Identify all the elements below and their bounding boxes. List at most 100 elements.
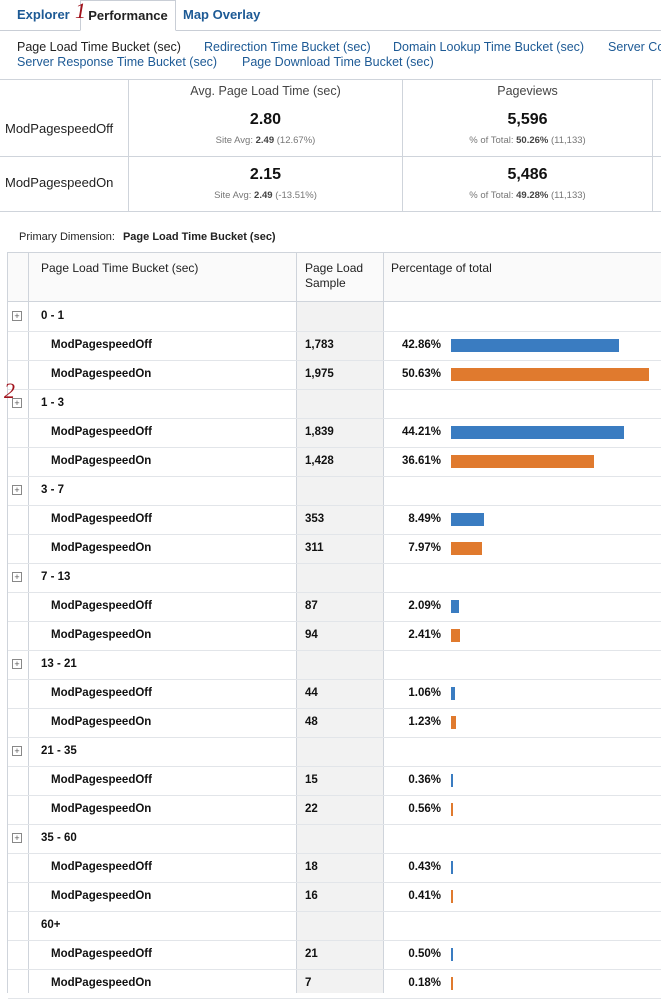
table-row[interactable]: ModPagespeedOn 1,428 36.61% [8,447,661,477]
segment-name: ModPagespeedOff [51,687,152,699]
table-row[interactable]: ModPagespeedOff 15 0.36% [8,766,661,796]
percentage-bar [451,948,453,961]
percentage-value: 2.09% [408,600,441,612]
table-row[interactable]: ModPagespeedOn 48 1.23% [8,708,661,738]
avg-page-load-time-value: 2.80 [249,111,282,128]
expand-plus-icon[interactable]: + [12,311,22,321]
table-row[interactable]: ModPagespeedOn 7 0.18% [8,969,661,999]
metric-link-domain-lookup-time-bucket[interactable]: Domain Lookup Time Bucket (sec) [393,40,585,54]
tab-map-overlay[interactable]: Map Overlay [183,7,261,22]
percentage-bar [451,368,649,381]
page-load-sample-value: 18 [305,861,318,873]
percentage-bar [451,600,459,613]
percentage-bar [451,890,453,903]
percentage-bar [451,716,456,729]
pageviews-header: Pageviews [497,84,558,98]
site-avg-comparison: Site Avg: 2.49 (12.67%) [215,135,316,146]
bucket-label: 21 - 35 [41,745,77,757]
percentage-bar [451,774,453,787]
percentage-bar [451,803,453,816]
table-row[interactable]: ModPagespeedOn 16 0.41% [8,882,661,912]
segment-name: ModPagespeedOff [51,861,152,873]
bucket-label: 0 - 1 [41,310,65,322]
bucket-label: 1 - 3 [41,397,65,409]
segment-name: ModPagespeedOn [51,890,152,902]
page-load-sample-value: 87 [305,600,318,612]
page-load-sample-value: 311 [305,542,324,554]
table-row[interactable]: ModPagespeedOff 21 0.50% [8,940,661,970]
sorted-column-shading [296,253,383,993]
bucket-group-row: +1 - 3 [8,389,661,419]
tab-performance[interactable]: Performance [80,0,176,31]
bucket-label: 13 - 21 [41,658,77,670]
segment-name: ModPagespeedOn [51,455,152,467]
segment-name: ModPagespeedOff [51,426,152,438]
page-load-sample-value: 1,839 [305,426,334,438]
percentage-value: 7.97% [408,542,441,554]
primary-dimension-value[interactable]: Page Load Time Bucket (sec) [122,231,276,243]
site-avg-comparison: Site Avg: 2.49 (-13.51%) [214,190,317,201]
table-row[interactable]: ModPagespeedOff 1,783 42.86% [8,331,661,361]
expand-plus-icon[interactable]: + [12,833,22,843]
page-load-sample-value: 1,975 [305,368,334,380]
expand-plus-icon[interactable]: + [12,746,22,756]
table-row[interactable]: ModPagespeedOn 311 7.97% [8,534,661,564]
metric-link-server-connection-time-bucket[interactable]: Server Co [608,40,661,54]
scorecard-row-off: ModPagespeedOff Avg. Page Load Time (sec… [0,80,661,146]
page-load-sample-value: 1,783 [305,339,334,351]
primary-dimension-label: Primary Dimension: [19,231,115,243]
expand-plus-icon[interactable]: + [12,398,22,408]
expand-plus-icon[interactable]: + [12,572,22,582]
percentage-bar [451,861,453,874]
segment-name: ModPagespeedOff [51,948,152,960]
table-row[interactable]: ModPagespeedOff 44 1.06% [8,679,661,709]
percentage-value: 1.06% [408,687,441,699]
percentage-value: 0.36% [408,774,441,786]
page-load-sample-value: 22 [305,803,318,815]
metric-link-page-download-time-bucket[interactable]: Page Download Time Bucket (sec) [242,55,434,69]
metric-link-redirection-time-bucket[interactable]: Redirection Time Bucket (sec) [204,40,371,54]
bucket-group-row: +3 - 7 [8,476,661,506]
scorecard-row-on: ModPagespeedOn 2.15 Site Avg: 2.49 (-13.… [0,156,661,212]
percentage-value: 2.41% [408,629,441,641]
bucket-group-row: +7 - 13 [8,563,661,593]
segment-name: ModPagespeedOn [51,716,152,728]
percentage-value: 50.63% [401,368,441,380]
page-load-sample-value: 1,428 [305,455,334,467]
bucket-group-row: +0 - 1 [8,302,661,332]
annotation-marker-1: 1 [75,0,86,23]
table-row[interactable]: ModPagespeedOff 1,839 44.21% [8,418,661,448]
column-header-sample[interactable]: Page Load Sample [305,261,364,290]
metric-link-server-response-time-bucket[interactable]: Server Response Time Bucket (sec) [17,55,218,69]
annotation-marker-2: 2 [4,378,15,403]
column-header-percentage[interactable]: Percentage of total [391,261,492,275]
table-row[interactable]: ModPagespeedOff 18 0.43% [8,853,661,883]
bucket-group-row: +21 - 35 [8,737,661,767]
table-row[interactable]: ModPagespeedOff 353 8.49% [8,505,661,535]
percentage-bar [451,977,453,990]
percentage-value: 36.61% [401,455,441,467]
metric-link-page-load-time-bucket[interactable]: Page Load Time Bucket (sec) [17,40,181,54]
table-row[interactable]: ModPagespeedOn 22 0.56% [8,795,661,825]
percentage-bar [451,339,619,352]
expand-plus-icon[interactable]: + [12,485,22,495]
segment-name: ModPagespeedOn [51,803,152,815]
percentage-bar [451,455,594,468]
data-table: Page Load Time Bucket (sec) Page Load Sam… [7,252,661,999]
segment-name: ModPagespeedOff [51,339,152,351]
segment-name: ModPagespeedOff [51,513,152,525]
page-load-sample-value: 7 [305,977,312,989]
scorecard-row-label: ModPagespeedOff [5,121,114,136]
table-row[interactable]: ModPagespeedOn 1,975 50.63% [8,360,661,390]
expand-plus-icon[interactable]: + [12,659,22,669]
table-row[interactable]: ModPagespeedOn 94 2.41% [8,621,661,651]
table-row[interactable]: ModPagespeedOff 87 2.09% [8,592,661,622]
tab-explorer[interactable]: Explorer [17,7,70,22]
page-load-sample-value: 44 [305,687,318,699]
page-load-sample-value: 94 [305,629,318,641]
column-header-bucket[interactable]: Page Load Time Bucket (sec) [41,261,199,275]
segment-name: ModPagespeedOn [51,542,152,554]
percentage-value: 1.23% [408,716,441,728]
page-load-sample-value: 48 [305,716,318,728]
segment-name: ModPagespeedOff [51,774,152,786]
